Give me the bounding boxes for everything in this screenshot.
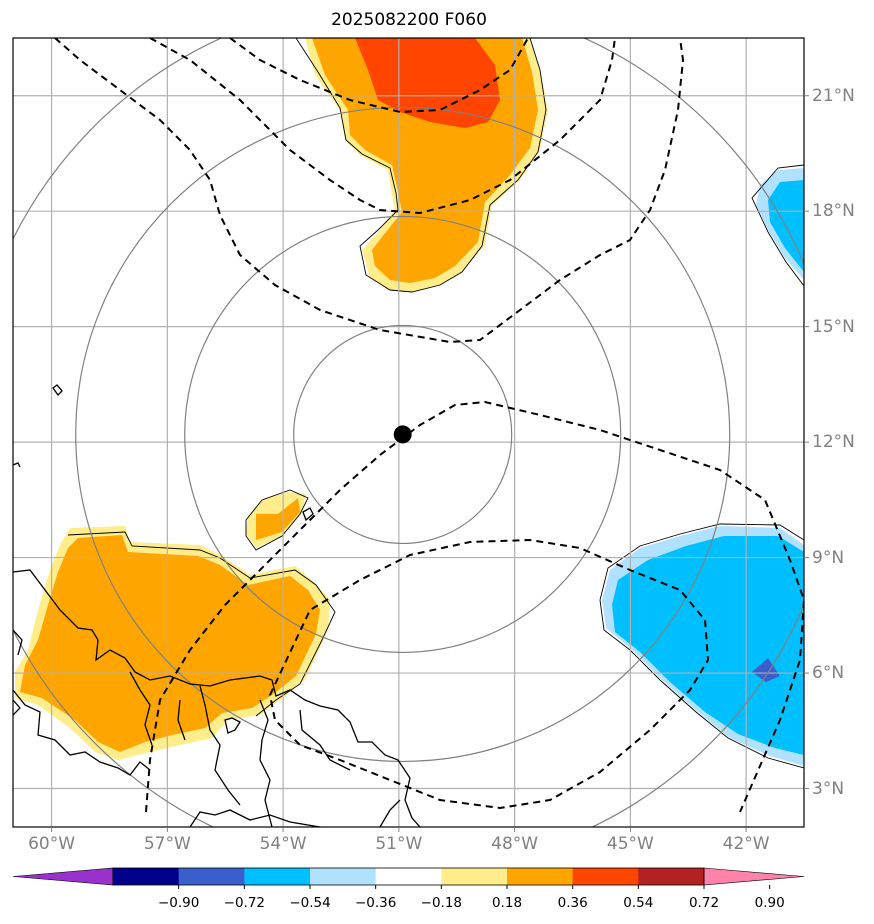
colorbar-segment-6 [507, 868, 574, 885]
island-small [52, 384, 63, 397]
colorbar-label-6: 0.36 [557, 895, 588, 911]
colorbar-label-9: 0.90 [754, 895, 785, 911]
negative-anomaly-southeast [612, 536, 804, 755]
contour-track [145, 400, 804, 813]
shaded-field [15, 38, 804, 766]
map-frame [12, 37, 805, 828]
colorbar-segment-7 [572, 868, 639, 885]
lat-label-5: 18°N [812, 201, 855, 222]
coast-river-2 [129, 671, 153, 746]
coast-lower-left [13, 699, 21, 716]
outline-southeast [599, 523, 804, 769]
positive-anomaly-small [256, 498, 300, 540]
coast-river-10 [379, 799, 401, 827]
outline-small [245, 489, 309, 551]
lon-label-1: 57°W [143, 834, 191, 854]
coast-main [13, 569, 421, 827]
colorbar-label-4: −0.18 [420, 895, 463, 911]
coast-river-3 [199, 685, 241, 806]
strong-negative-anomaly-patch [752, 658, 780, 682]
contour-north-3 [229, 38, 529, 114]
colorbar-segment-5 [441, 868, 508, 885]
coast-river-9 [189, 809, 321, 827]
colorbar-segment-3 [310, 868, 377, 885]
coast-river-1 [13, 689, 151, 776]
colorbar-label-2: −0.54 [289, 895, 331, 911]
coast-river-5 [177, 699, 186, 741]
lon-label-5: 45°W [606, 834, 654, 854]
colorbar-frame [112, 867, 705, 886]
lat-label-1: 6°N [812, 663, 845, 684]
contour-south-loop [268, 538, 710, 810]
colorbar [12, 867, 805, 889]
colorbar-label-3: −0.36 [354, 895, 397, 911]
map-area [13, 38, 804, 827]
coast-river-8 [13, 629, 23, 656]
lat-label-3: 12°N [812, 432, 855, 453]
colorbar-segment-2 [244, 868, 311, 885]
colorbar-segment-4 [375, 868, 442, 885]
coast-river-6 [299, 709, 351, 771]
positive-anomaly-southwest [20, 535, 320, 752]
range-ring-3 [75, 106, 731, 763]
coast-river-4 [259, 699, 273, 827]
lat-label-0: 3°N [812, 778, 845, 799]
coast-river-7 [224, 717, 241, 734]
range-ring-1 [293, 324, 513, 545]
colorbar-segment-8 [638, 868, 705, 885]
island-ring [302, 507, 314, 522]
colorbar-extend-low [12, 867, 114, 886]
outline-southwest [67, 531, 336, 717]
lon-label-6: 42°W [722, 834, 770, 854]
colorbar-segment-1 [178, 868, 245, 885]
contour-north-1 [54, 38, 685, 344]
lat-label-4: 15°N [812, 316, 855, 337]
colorbar-label-0: −0.90 [157, 895, 200, 911]
lat-label-2: 9°N [812, 547, 845, 568]
dashed-contours [54, 38, 804, 813]
colorbar-segment-0 [113, 868, 180, 885]
storm-center-marker [393, 425, 412, 444]
colorbar-label-1: −0.72 [223, 895, 266, 911]
figure-title: 2025082200 F060 [331, 10, 487, 30]
lon-label-3: 51°W [375, 834, 423, 854]
lon-label-4: 48°W [491, 834, 539, 854]
range-rings [13, 38, 804, 827]
colorbar-label-5: 0.18 [491, 895, 523, 911]
contour-north-2 [149, 38, 616, 215]
outline-east [751, 164, 804, 287]
coastline [13, 384, 421, 827]
island-tiny [13, 462, 21, 468]
lon-label-0: 60°W [28, 834, 76, 854]
lon-label-2: 54°W [259, 834, 307, 854]
colorbar-label-7: 0.54 [623, 895, 654, 911]
lat-label-6: 21°N [812, 85, 855, 106]
range-ring-2 [184, 215, 622, 654]
strong-anomaly-north [355, 38, 500, 128]
colorbar-extend-high [703, 867, 805, 886]
axis-ticks [51, 95, 809, 832]
colorbar-label-8: 0.72 [688, 895, 720, 911]
